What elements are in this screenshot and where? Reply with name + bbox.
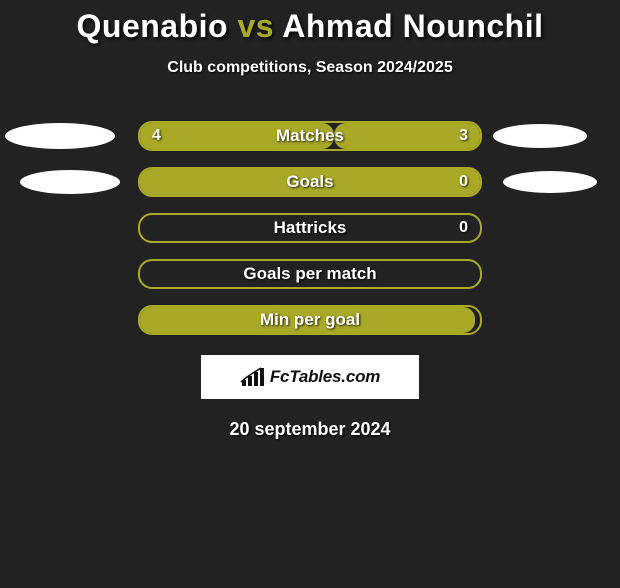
right-oval (503, 171, 597, 193)
left-fill (140, 169, 480, 195)
stat-rows: Matches43 Goals0 Hattricks0 Goals per match… (0, 121, 620, 335)
stat-row: Min per goal (0, 305, 620, 335)
right-fill (334, 123, 480, 149)
stat-bar: Goals0 (138, 167, 482, 197)
right-oval (493, 124, 587, 148)
stat-row: Hattricks0 (0, 213, 620, 243)
stat-bar: Hattricks0 (138, 213, 482, 243)
stat-bar: Goals per match (138, 259, 482, 289)
bar-chart-icon (240, 366, 266, 388)
stat-row: Goals0 (0, 167, 620, 197)
player2-name: Ahmad Nounchil (282, 8, 543, 44)
comparison-title: Quenabio vs Ahmad Nounchil (0, 8, 620, 45)
stat-row: Goals per match (0, 259, 620, 289)
left-oval (5, 123, 115, 149)
stat-bar: Min per goal (138, 305, 482, 335)
player1-name: Quenabio (77, 8, 229, 44)
stat-row: Matches43 (0, 121, 620, 151)
right-value: 0 (459, 219, 468, 237)
left-fill (140, 307, 475, 333)
stat-label: Hattricks (140, 218, 480, 238)
stat-bar: Matches43 (138, 121, 482, 151)
vs-text: vs (237, 8, 274, 44)
brand-badge: FcTables.com (201, 355, 419, 399)
subtitle: Club competitions, Season 2024/2025 (0, 59, 620, 77)
brand-text: FcTables.com (270, 367, 380, 387)
stat-label: Goals per match (140, 264, 480, 284)
left-oval (20, 170, 120, 194)
date-text: 20 september 2024 (0, 419, 620, 440)
left-fill (140, 123, 334, 149)
